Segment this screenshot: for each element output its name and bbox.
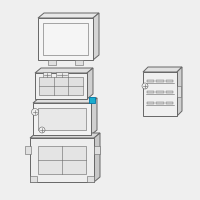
Polygon shape: [33, 98, 97, 103]
Polygon shape: [143, 67, 182, 72]
Bar: [147, 102, 154, 104]
Bar: [25, 146, 31, 154]
Bar: [33, 103, 91, 135]
Polygon shape: [35, 68, 93, 73]
Polygon shape: [38, 13, 99, 18]
Circle shape: [142, 83, 148, 89]
Bar: [43, 72, 51, 78]
Bar: [143, 72, 177, 116]
Bar: [147, 79, 154, 82]
Bar: [87, 176, 94, 182]
Circle shape: [32, 108, 38, 116]
Bar: [35, 73, 87, 99]
Polygon shape: [87, 68, 93, 99]
Bar: [75, 60, 83, 65]
Bar: [94, 146, 100, 154]
Bar: [38, 108, 86, 130]
Bar: [156, 90, 164, 93]
Bar: [30, 176, 37, 182]
Bar: [30, 138, 94, 182]
Bar: [156, 102, 164, 104]
Bar: [48, 60, 56, 65]
Bar: [166, 79, 173, 82]
Polygon shape: [30, 133, 100, 138]
Bar: [166, 90, 173, 93]
Bar: [89, 97, 95, 103]
Polygon shape: [177, 67, 182, 116]
Circle shape: [39, 127, 45, 133]
Polygon shape: [94, 133, 100, 182]
Bar: [38, 146, 86, 174]
Polygon shape: [91, 98, 97, 135]
Bar: [147, 90, 154, 93]
Polygon shape: [93, 13, 99, 60]
Bar: [177, 86, 181, 97]
Bar: [56, 72, 68, 78]
Bar: [39, 77, 83, 95]
Bar: [166, 102, 173, 104]
Bar: [156, 79, 164, 82]
Bar: [43, 23, 88, 55]
Bar: [38, 18, 93, 60]
